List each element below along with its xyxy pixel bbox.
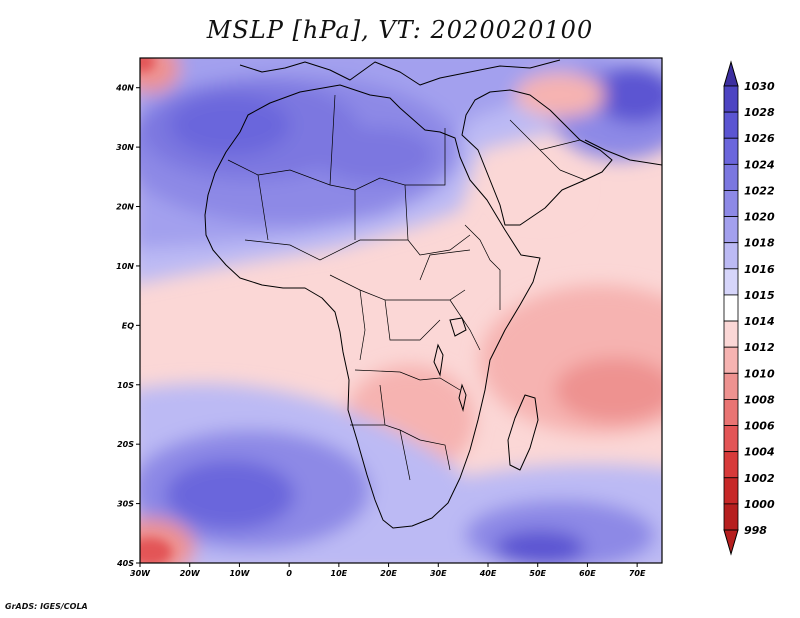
colorbar-label: 1015 bbox=[744, 289, 775, 302]
field-satl-1024 bbox=[165, 460, 295, 530]
lon-tick-label: 20W bbox=[180, 569, 201, 578]
colorbar-top-arrow bbox=[723, 60, 739, 87]
border-south bbox=[350, 369, 461, 481]
colorbar-swatch bbox=[723, 163, 739, 191]
colorbar-swatch bbox=[723, 190, 739, 217]
field-iran-1026 bbox=[595, 67, 662, 123]
colorbar-swatch bbox=[723, 451, 739, 479]
colorbar-label: 1012 bbox=[744, 341, 775, 354]
colorbar-label: 1024 bbox=[744, 158, 775, 171]
colorbar-swatch bbox=[723, 111, 739, 139]
colorbar-swatch bbox=[723, 320, 739, 348]
lat-tick-label: 10S bbox=[117, 381, 134, 390]
lat-tick-label: 10N bbox=[116, 262, 134, 271]
colorbar-label: 1002 bbox=[744, 472, 775, 485]
colorbar-label: 1008 bbox=[744, 393, 775, 406]
lon-tick-label: 10E bbox=[331, 569, 348, 578]
border-sahel bbox=[244, 234, 471, 261]
colorbar-label: 1004 bbox=[744, 446, 775, 459]
field-north-1024 bbox=[170, 95, 290, 155]
lon-tick-label: 70E bbox=[629, 569, 646, 578]
colorbar-label: 1028 bbox=[744, 106, 775, 119]
map-title: MSLP [hPa], VT: 2020020100 bbox=[206, 16, 594, 44]
lat-axis: 40N 30N 20N 10N EQ 10S 20S 30S 40S bbox=[115, 84, 140, 568]
colorbar-swatch bbox=[723, 294, 739, 322]
colorbar-label: 1018 bbox=[744, 237, 775, 250]
lon-axis: 30W 20W 10W 0 10E 20E 30E 40E 50E 60E 70E bbox=[130, 563, 646, 578]
colorbar-label: 1026 bbox=[744, 132, 775, 145]
lon-tick-label: 0 bbox=[286, 569, 292, 578]
lat-tick-label: 20N bbox=[116, 203, 134, 212]
colorbar-swatch bbox=[723, 85, 739, 113]
lon-tick-label: 40E bbox=[479, 569, 497, 578]
colorbar-label: 1010 bbox=[744, 367, 775, 380]
lon-tick-label: 50E bbox=[529, 569, 546, 578]
lat-tick-label: 40S bbox=[116, 559, 134, 568]
africa-coastline bbox=[204, 84, 541, 529]
lat-tick-label: EQ bbox=[122, 321, 134, 330]
lon-tick-label: 60E bbox=[579, 569, 596, 578]
lon-tick-label: 20E bbox=[380, 569, 397, 578]
colorbar-swatch bbox=[723, 399, 739, 426]
lat-tick-label: 40N bbox=[115, 84, 134, 93]
colorbar-swatch bbox=[723, 372, 739, 400]
colorbar-swatch bbox=[723, 346, 739, 374]
field-sio-1026 bbox=[495, 530, 585, 563]
colorbar-swatch bbox=[723, 242, 739, 270]
coastlines bbox=[204, 59, 662, 529]
madagascar-coastline bbox=[507, 394, 539, 471]
colorbar-bottom-arrow bbox=[723, 529, 739, 556]
border-north bbox=[227, 94, 446, 241]
field-libya-1022 bbox=[315, 127, 435, 183]
country-borders bbox=[227, 94, 586, 481]
colorbar-label: 1014 bbox=[744, 315, 775, 328]
colorbar-swatch bbox=[723, 137, 739, 165]
border-mideast bbox=[509, 119, 586, 181]
colorbar-label: 998 bbox=[744, 524, 767, 537]
lon-tick-label: 30W bbox=[130, 569, 151, 578]
grads-credit: GrADS: IGES/COLA bbox=[5, 602, 88, 611]
border-central bbox=[329, 274, 481, 361]
colorbar-label: 1016 bbox=[744, 263, 775, 276]
lat-tick-label: 30N bbox=[116, 143, 134, 152]
iran-coastline bbox=[584, 139, 662, 166]
field-sw-low-1004 bbox=[140, 538, 172, 563]
lat-tick-label: 30S bbox=[117, 500, 134, 509]
colorbar-label: 1000 bbox=[744, 498, 775, 511]
lat-tick-label: 20S bbox=[117, 440, 134, 449]
lake-tanganyika bbox=[433, 343, 444, 377]
field-io-1008 bbox=[555, 358, 662, 422]
colorbar-swatch bbox=[723, 268, 739, 296]
lake-victoria bbox=[449, 317, 467, 337]
colorbar-label: 1006 bbox=[744, 420, 775, 433]
colorbar-swatch bbox=[723, 425, 739, 453]
field-arabia-1012 bbox=[500, 162, 580, 218]
colorbar-label: 1022 bbox=[744, 184, 775, 197]
colorbar-swatch bbox=[723, 477, 739, 505]
colorbar-swatch bbox=[723, 216, 739, 244]
plot-frame bbox=[139, 57, 663, 564]
colorbar: 1030 1028 1026 1024 1022 1020 1018 1016 1015 1014… bbox=[723, 60, 775, 556]
europe-coastline bbox=[239, 59, 561, 86]
field-nw-low-1004 bbox=[140, 58, 155, 72]
pressure-field bbox=[140, 58, 662, 563]
arabian-coastline bbox=[461, 89, 613, 226]
lakes bbox=[433, 317, 467, 412]
lake-malawi bbox=[458, 383, 467, 412]
lon-tick-label: 10W bbox=[229, 569, 250, 578]
colorbar-label: 1030 bbox=[744, 80, 775, 93]
border-east bbox=[419, 224, 501, 310]
colorbar-label: 1020 bbox=[744, 211, 775, 224]
lon-tick-label: 30E bbox=[430, 569, 447, 578]
field-levant-1010 bbox=[515, 73, 605, 117]
colorbar-swatch bbox=[723, 503, 739, 531]
